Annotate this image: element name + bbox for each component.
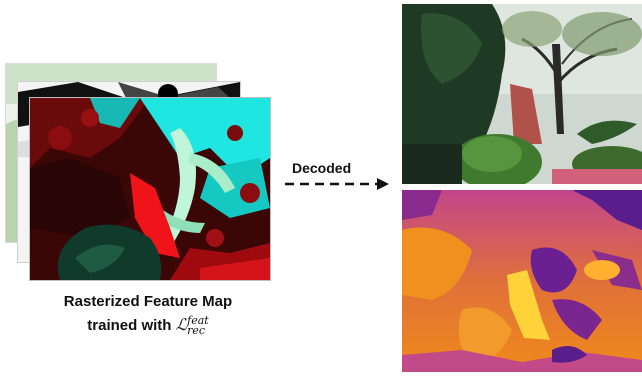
caption-line-1: Rasterized Feature Map bbox=[63, 293, 233, 310]
caption-line-2-text: trained with bbox=[87, 317, 176, 334]
loss-symbol-sub: rec bbox=[187, 323, 206, 337]
decoded-depth-map bbox=[402, 190, 642, 372]
loss-symbol-sup: feat bbox=[187, 313, 209, 327]
decoded-arrow-icon bbox=[285, 178, 389, 190]
loss-symbol-base: ℒ bbox=[175, 315, 188, 334]
decoded-rgb-image bbox=[402, 4, 642, 184]
feature-channel-front bbox=[30, 98, 270, 280]
decoded-label: Decoded bbox=[292, 160, 352, 176]
